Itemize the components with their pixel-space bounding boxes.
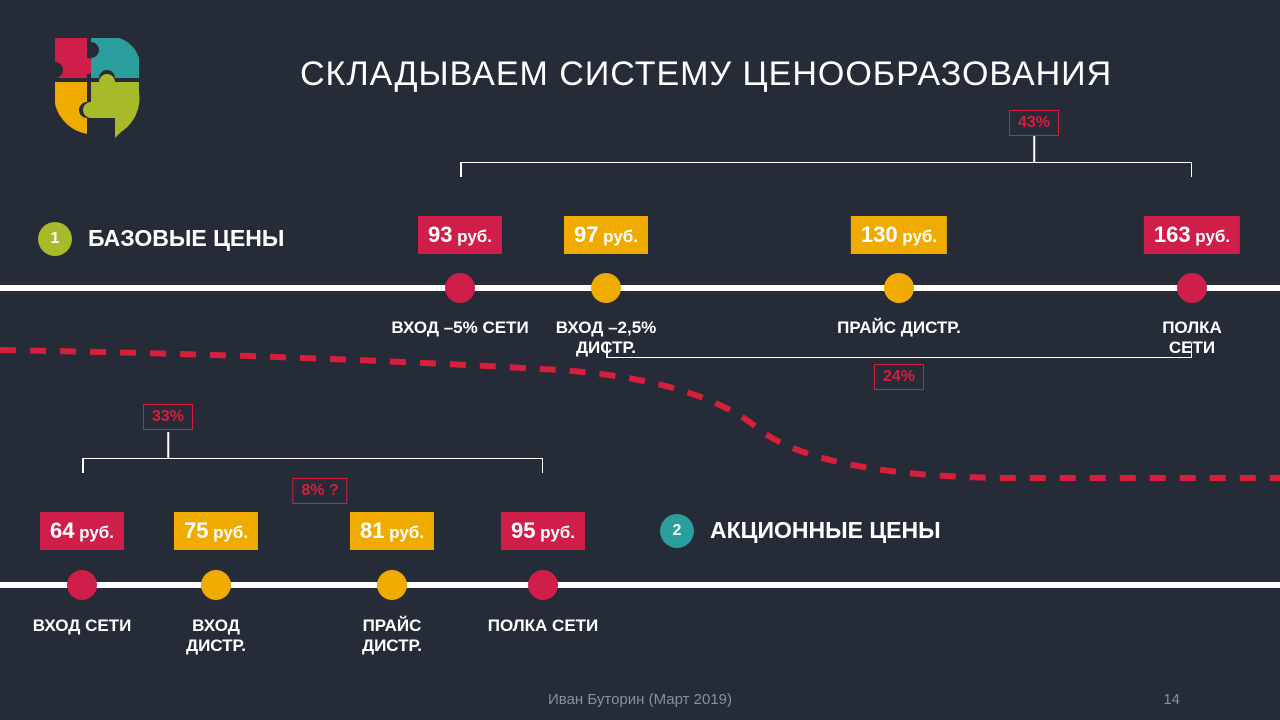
- node-label: ПРАЙС ДИСТР.: [362, 616, 422, 657]
- bracket-33-stem: [167, 432, 169, 458]
- node-label: ВХОД СЕТИ: [33, 616, 132, 636]
- slide-title: СКЛАДЫВАЕМ СИСТЕМУ ЦЕНООБРАЗОВАНИЯ: [300, 55, 1112, 94]
- price-node: [201, 570, 231, 600]
- pct-43: 43%: [1009, 110, 1059, 136]
- price-box: 93 руб.: [418, 216, 502, 254]
- bracket-43-stem: [1033, 135, 1035, 162]
- section-2-number: 2: [660, 514, 694, 548]
- section-1-number: 1: [38, 222, 72, 256]
- price-box: 95 руб.: [501, 512, 585, 550]
- price-box: 163 руб.: [1144, 216, 1240, 254]
- price-node: [377, 570, 407, 600]
- footer-author: Иван Буторин (Март 2019): [548, 691, 732, 708]
- price-node: [1177, 273, 1207, 303]
- node-label: ПОЛКА СЕТИ: [488, 616, 599, 636]
- price-node: [884, 273, 914, 303]
- node-label: ПРАЙС ДИСТР.: [837, 318, 961, 338]
- bracket-33: [82, 458, 543, 459]
- node-label: ВХОД –2,5% ДИСТР.: [556, 318, 657, 359]
- price-box: 81 руб.: [350, 512, 434, 550]
- price-box: 130 руб.: [851, 216, 947, 254]
- section-1-label: БАЗОВЫЕ ЦЕНЫ: [88, 225, 284, 252]
- price-node: [591, 273, 621, 303]
- promo-price-axis: [0, 582, 1280, 588]
- price-box: 64 руб.: [40, 512, 124, 550]
- footer-page: 14: [1163, 691, 1180, 708]
- pct-24: 24%: [874, 364, 924, 390]
- pct-33: 33%: [143, 404, 193, 430]
- base-price-axis: [0, 285, 1280, 291]
- separator-curve: [0, 0, 1280, 720]
- logo-icon: [35, 28, 155, 148]
- price-node: [528, 570, 558, 600]
- price-box: 97 руб.: [564, 216, 648, 254]
- node-label: ВХОД –5% СЕТИ: [391, 318, 528, 338]
- price-box: 75 руб.: [174, 512, 258, 550]
- node-label: ПОЛКА СЕТИ: [1148, 318, 1236, 359]
- bracket-43: [460, 162, 1192, 163]
- node-label: ВХОД ДИСТР.: [186, 616, 246, 657]
- bracket-24: [606, 344, 1192, 358]
- price-node: [445, 273, 475, 303]
- pct-8: 8% ?: [292, 478, 347, 504]
- price-node: [67, 570, 97, 600]
- section-2-label: АКЦИОННЫЕ ЦЕНЫ: [710, 517, 941, 544]
